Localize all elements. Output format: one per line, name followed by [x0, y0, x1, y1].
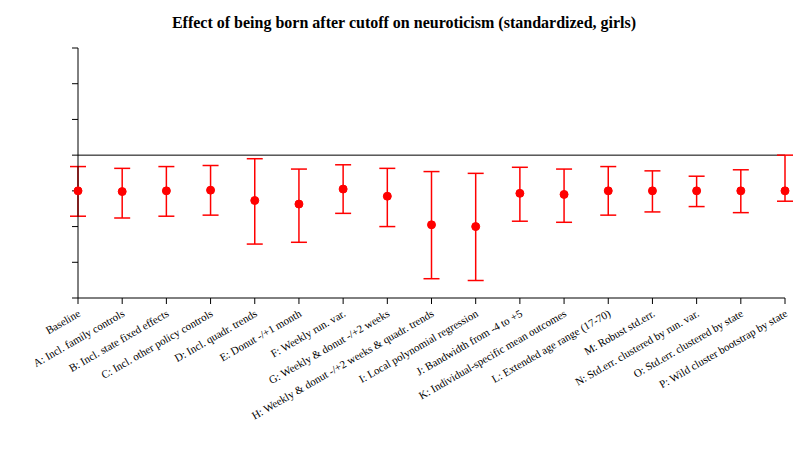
svg-text:A: Incl. family controls: A: Incl. family controls: [31, 307, 127, 369]
svg-text:M: Robust std.err.: M: Robust std.err.: [581, 307, 657, 358]
svg-text:D: Incl. quadr. trends: D: Incl. quadr. trends: [172, 307, 259, 364]
svg-text:E: Donut -/+1 month: E: Donut -/+1 month: [217, 307, 303, 364]
svg-text:L: Extended age range (17-70): L: Extended age range (17-70): [489, 307, 613, 385]
svg-text:B: Incl. state fixed effects: B: Incl. state fixed effects: [66, 307, 171, 374]
svg-text:H: Weekly & donut -/+2 weeks &: H: Weekly & donut -/+2 weeks & quadr. tr…: [249, 307, 435, 422]
html-text:Effect of being born after cut: Effect of being born after cutoff on neu…: [171, 14, 637, 31]
svg-text:K: Individual-specific mean ou: K: Individual-specific mean outcomes: [416, 307, 569, 402]
svg-text:P: Wild cluster bootstrap by s: P: Wild cluster bootstrap by state: [657, 307, 789, 390]
svg-text:J: Bandwidth from -4 to +5: J: Bandwidth from -4 to +5: [414, 307, 525, 378]
svg-text:N: Std.err. clustered by run.: N: Std.err. clustered by run. var.: [572, 307, 701, 388]
svg-text:I: Local polynomial regression: I: Local polynomial regression: [356, 307, 480, 386]
svg-text:F: Weekly run. var.: F: Weekly run. var.: [268, 307, 348, 360]
svg-text:Baseline: Baseline: [43, 307, 83, 337]
svg-text:G: Weekly & donut -/+2 weeks: G: Weekly & donut -/+2 weeks: [266, 307, 392, 387]
svg-text:C: Incl. other policy controls: C: Incl. other policy controls: [99, 307, 215, 381]
svg-text:O: Std.err. clustered by state: O: Std.err. clustered by state: [631, 307, 746, 380]
